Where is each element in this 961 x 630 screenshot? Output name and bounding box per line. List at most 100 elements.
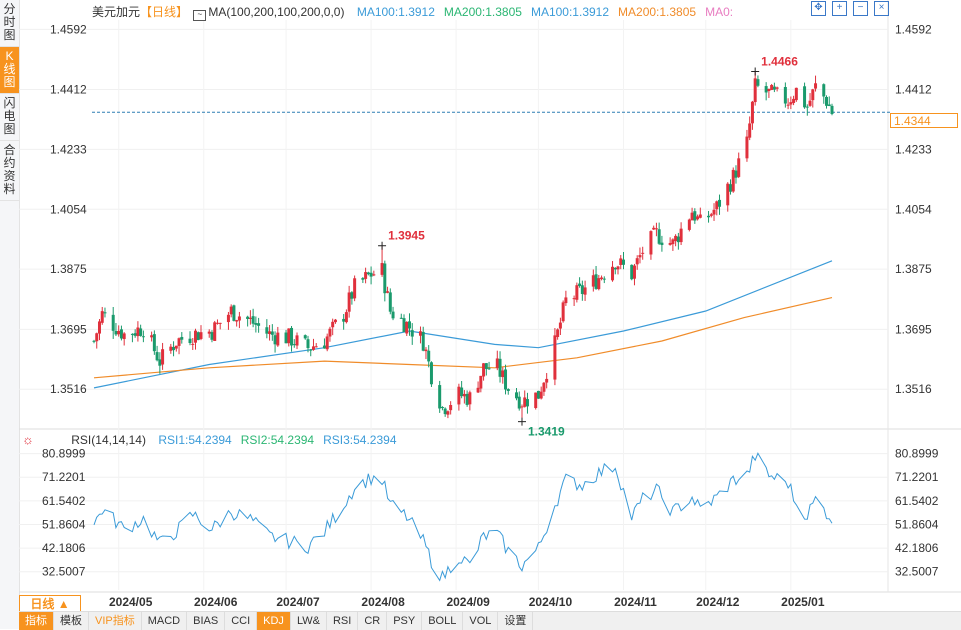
candle-body bbox=[457, 386, 461, 405]
indicator-tab[interactable]: MACD bbox=[142, 612, 188, 630]
indicator-value: MA200:1.3805 bbox=[443, 5, 522, 19]
candle bbox=[114, 323, 118, 337]
candle bbox=[342, 314, 346, 330]
candle-body bbox=[350, 292, 354, 299]
candle-body bbox=[657, 229, 661, 244]
candle-body bbox=[207, 331, 211, 334]
candle bbox=[668, 237, 672, 246]
indicator-tab[interactable]: VOL bbox=[463, 612, 499, 630]
candle bbox=[235, 319, 239, 327]
sidebar-tab-1[interactable]: K线图 bbox=[0, 47, 19, 94]
annotation-label: 1.3945 bbox=[388, 229, 425, 243]
candle-body bbox=[709, 214, 713, 216]
candle bbox=[199, 325, 203, 341]
candle bbox=[789, 96, 793, 110]
ma-values: MA100:1.3912 MA200:1.3805 MA100:1.3912 MA20… bbox=[348, 5, 733, 19]
y-tick-label-left: 1.4412 bbox=[50, 83, 87, 97]
candle-body bbox=[764, 86, 768, 93]
candle-body bbox=[597, 278, 601, 290]
candle bbox=[786, 98, 790, 110]
candle bbox=[808, 93, 812, 107]
rsi-params: RSI(14,14,14) bbox=[71, 433, 146, 447]
candle bbox=[292, 339, 296, 348]
candle-body bbox=[188, 338, 192, 343]
candle-body bbox=[770, 85, 774, 90]
x-tick-label: 2024/05 bbox=[109, 595, 153, 609]
candle-body bbox=[265, 327, 269, 334]
candle bbox=[429, 361, 433, 387]
indicator-tab[interactable]: BIAS bbox=[187, 612, 226, 630]
candle bbox=[369, 266, 373, 285]
indicator-tab[interactable]: RSI bbox=[327, 612, 359, 630]
candle-body bbox=[114, 331, 118, 335]
candle-body bbox=[136, 327, 140, 337]
candle-body bbox=[287, 328, 291, 344]
candle-body bbox=[654, 228, 658, 230]
indicator-tab[interactable]: 指标 bbox=[19, 612, 54, 630]
candle bbox=[328, 326, 332, 342]
sidebar-tab-2[interactable]: 闪电图 bbox=[0, 94, 19, 141]
candle-body bbox=[117, 330, 121, 335]
candle bbox=[536, 390, 540, 399]
candle-body bbox=[194, 330, 198, 343]
candle bbox=[482, 363, 486, 381]
indicator-tab[interactable]: CCI bbox=[225, 612, 258, 630]
candle bbox=[693, 208, 697, 224]
candle-body bbox=[737, 158, 741, 177]
candle-body bbox=[674, 235, 678, 242]
indicator-tab[interactable]: BOLL bbox=[422, 612, 464, 630]
indicator-tab[interactable]: CR bbox=[358, 612, 388, 630]
close-icon[interactable]: × bbox=[874, 1, 889, 16]
candle-body bbox=[638, 255, 642, 258]
candle bbox=[177, 337, 181, 355]
candle-body bbox=[213, 322, 217, 341]
candle bbox=[410, 323, 414, 345]
candle bbox=[479, 375, 483, 393]
candle-body bbox=[750, 101, 754, 124]
candle-body bbox=[248, 317, 252, 319]
candle bbox=[805, 104, 809, 116]
candle-body bbox=[476, 387, 480, 393]
move-icon[interactable]: ✥ bbox=[811, 1, 826, 16]
candle bbox=[783, 82, 787, 108]
candle-body bbox=[575, 285, 579, 300]
candle bbox=[314, 343, 318, 348]
candle bbox=[303, 334, 307, 340]
candle-body bbox=[399, 317, 403, 319]
candle bbox=[630, 264, 634, 281]
candle-body bbox=[150, 335, 154, 338]
y-tick-label-left: 1.4233 bbox=[50, 142, 87, 156]
indicator-tab[interactable]: LW& bbox=[291, 612, 327, 630]
y-tick-label-right: 1.4412 bbox=[895, 83, 932, 97]
rsi-settings-icon[interactable]: ☼ bbox=[22, 432, 34, 447]
candle bbox=[578, 277, 582, 288]
indicator-tab[interactable]: VIP指标 bbox=[89, 612, 142, 630]
candle bbox=[424, 347, 428, 360]
x-tick-label: 2024/08 bbox=[361, 595, 405, 609]
candle-body bbox=[405, 321, 409, 334]
indicator-tab[interactable]: PSY bbox=[387, 612, 423, 630]
ma-layer bbox=[92, 111, 890, 389]
indicator-tab[interactable]: KDJ bbox=[257, 612, 291, 630]
sidebar-tab-0[interactable]: 分时图 bbox=[0, 0, 19, 47]
candle-body bbox=[119, 329, 123, 339]
candle bbox=[119, 325, 123, 341]
candle-body bbox=[726, 183, 730, 206]
candle bbox=[575, 282, 579, 303]
candle-body bbox=[558, 322, 562, 329]
indicator-tab[interactable]: 设置 bbox=[498, 612, 534, 630]
candle-body bbox=[635, 258, 639, 265]
candle bbox=[602, 276, 606, 284]
sidebar-tab-3[interactable]: 合约资料 bbox=[0, 141, 19, 201]
indicator-tab[interactable]: 模板 bbox=[54, 612, 89, 630]
candle-body bbox=[534, 392, 538, 409]
candle-body bbox=[805, 106, 809, 108]
indicator-icon[interactable]: ~ bbox=[193, 10, 207, 21]
candle-body bbox=[671, 239, 675, 245]
period-button[interactable]: 日线 ▲ bbox=[19, 595, 81, 613]
zoom-out-icon[interactable]: − bbox=[853, 1, 868, 16]
candle-body bbox=[693, 211, 697, 221]
zoom-in-icon[interactable]: + bbox=[832, 1, 847, 16]
y-tick-label-right: 1.4233 bbox=[895, 142, 932, 156]
